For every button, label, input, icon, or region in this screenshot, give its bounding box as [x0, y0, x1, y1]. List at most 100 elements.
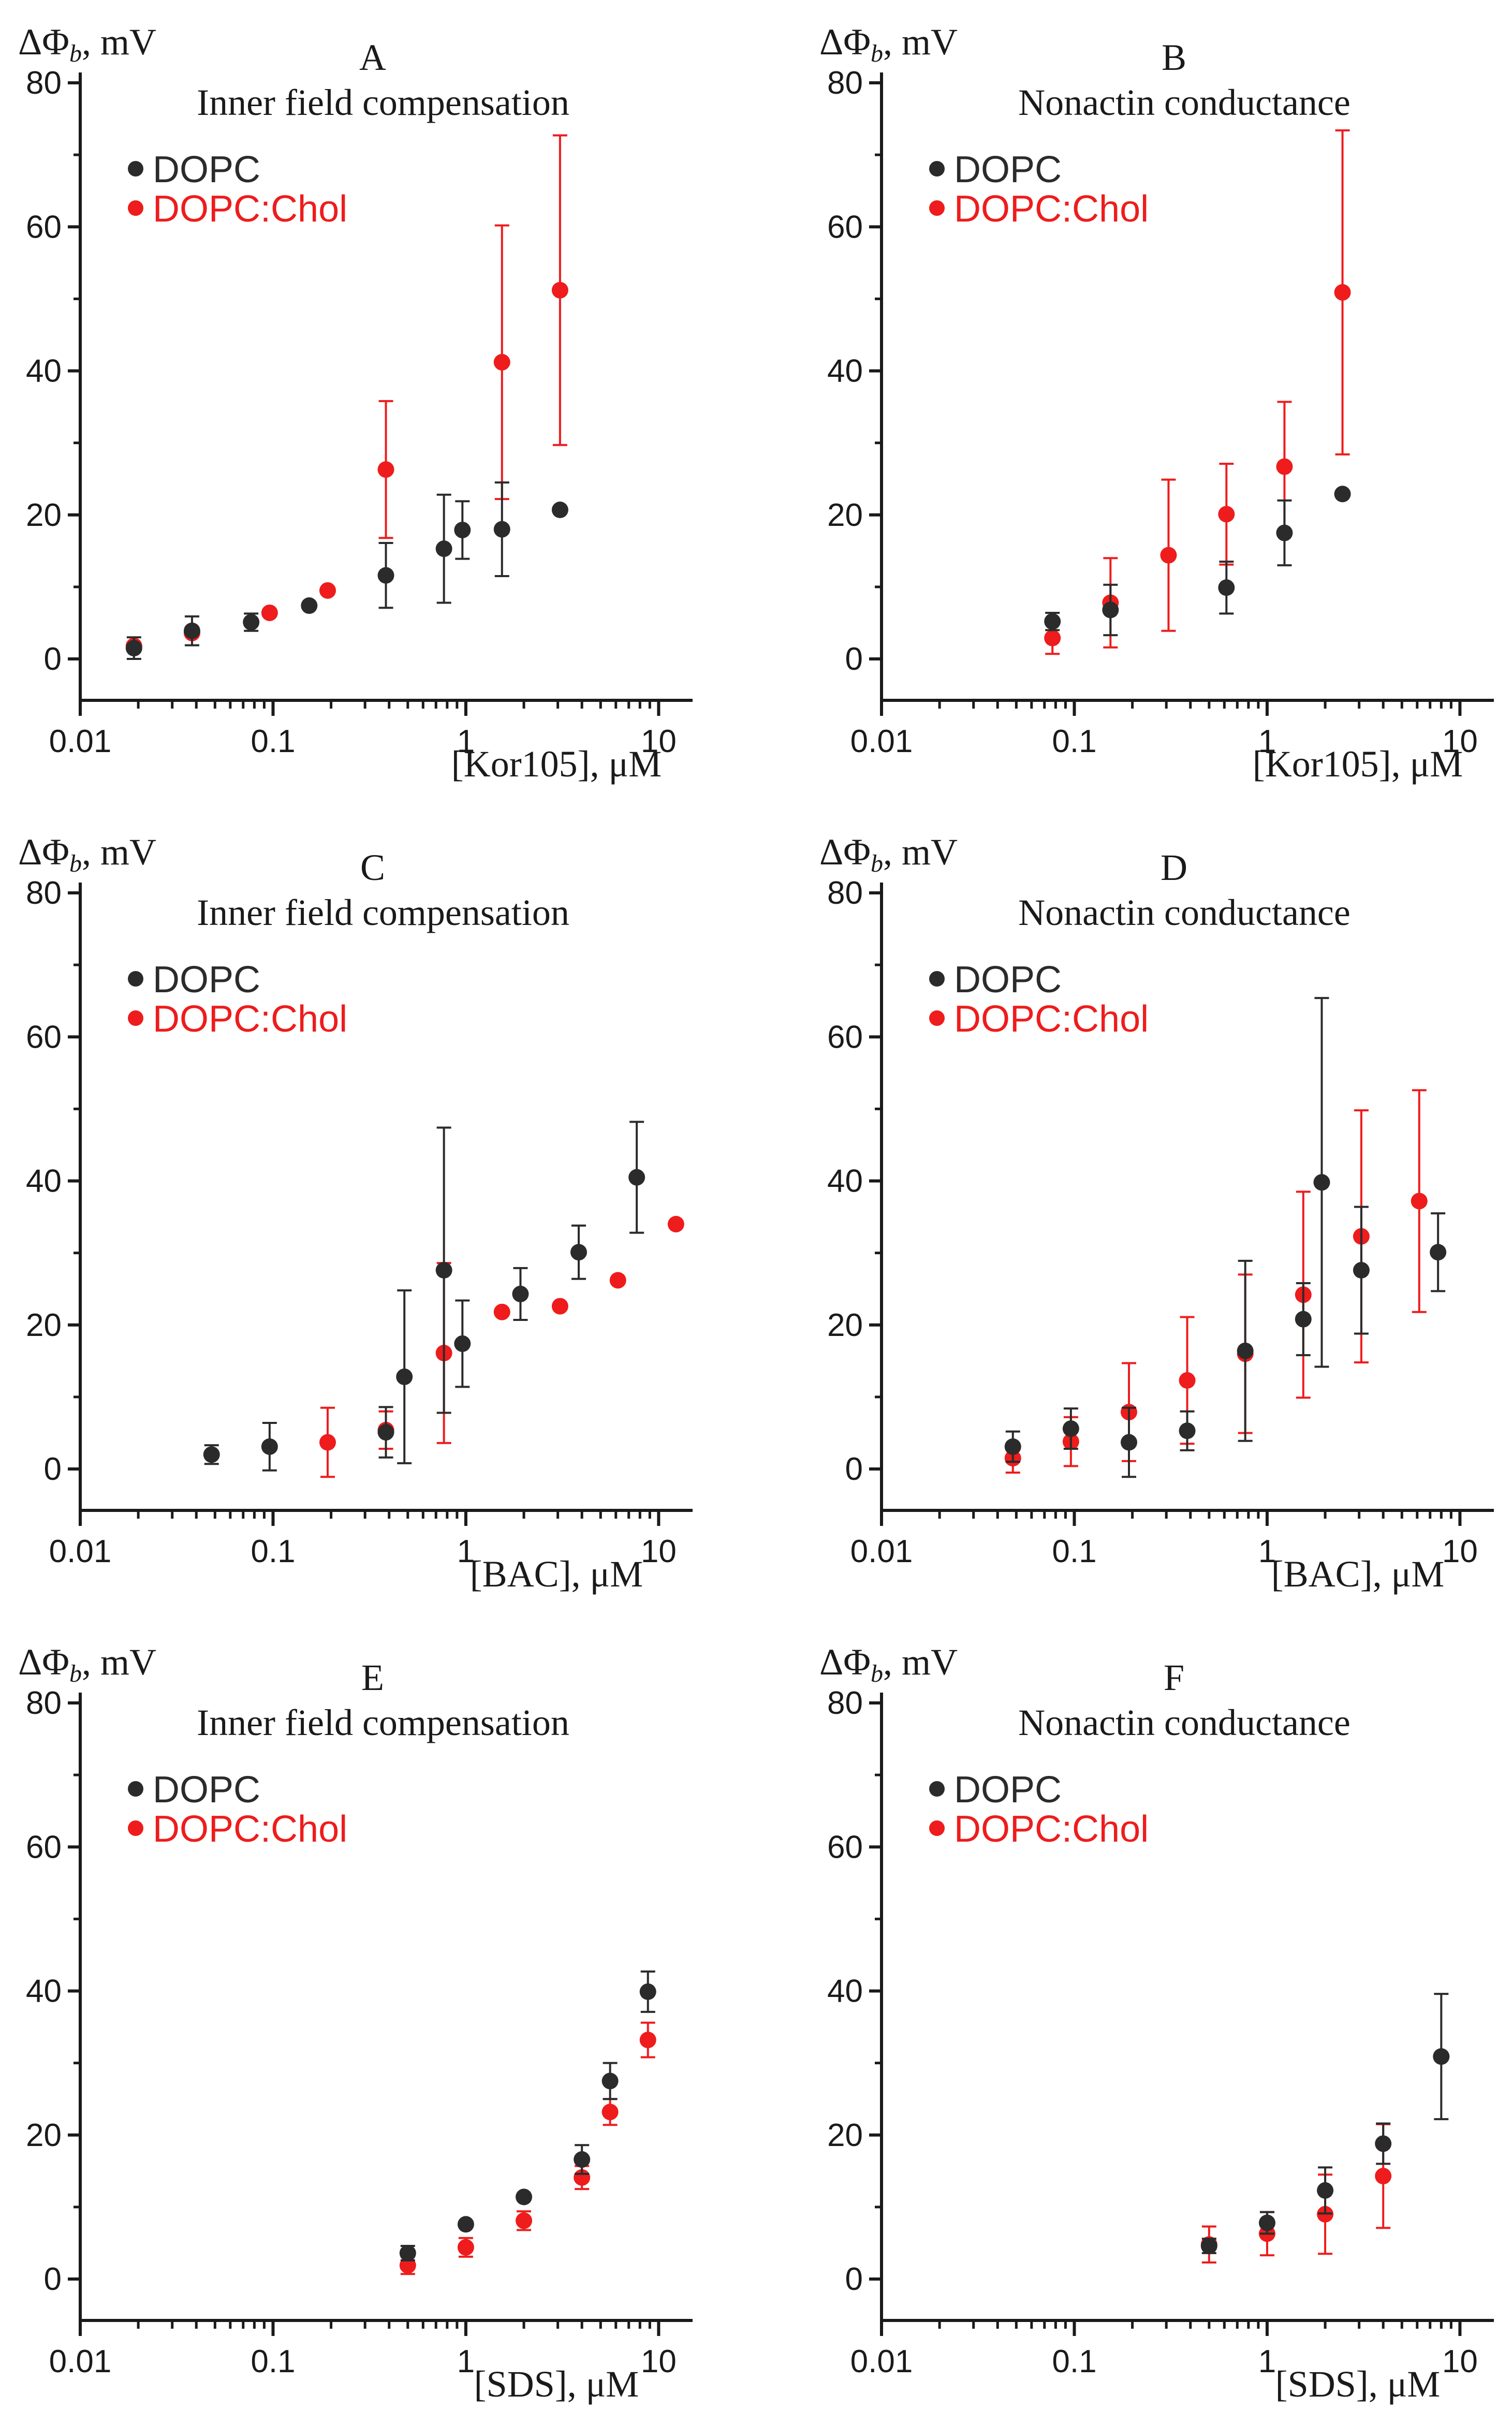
y-tick-label: 20	[26, 1307, 62, 1343]
series-dopc	[1044, 486, 1351, 637]
y-label-main: ΔΦ	[819, 831, 871, 873]
panel-letter: F	[1164, 1657, 1184, 1698]
data-point	[516, 2212, 533, 2229]
x-tick-label: 0.01	[49, 724, 112, 759]
data-point	[516, 2188, 533, 2206]
data-point	[203, 1446, 220, 1463]
data-point	[1004, 1438, 1021, 1455]
panel-title: Inner field compensation	[197, 82, 569, 123]
y-label-unit: , mV	[82, 1641, 156, 1683]
y-label-sub: b	[69, 1660, 82, 1687]
x-tick-label: 10	[1442, 724, 1478, 759]
legend-label: DOPC	[954, 1769, 1062, 1811]
data-point	[1044, 613, 1061, 630]
x-tick-label: 10	[641, 724, 677, 759]
x-tick-label: 1	[1258, 1534, 1276, 1569]
x-tick-label: 0.01	[850, 1534, 913, 1569]
data-point	[454, 1335, 471, 1352]
series-dopc-chol	[1200, 2048, 1450, 2264]
legend-label: DOPC	[153, 959, 260, 1001]
legend-label: DOPC	[153, 149, 260, 190]
y-tick-label: 20	[26, 497, 62, 533]
y-tick-label: 20	[827, 2118, 863, 2153]
panel-letter: E	[361, 1657, 384, 1698]
y-tick-label: 60	[26, 1829, 62, 1865]
data-point	[1313, 1174, 1330, 1191]
y-tick-label: 40	[26, 1164, 62, 1199]
y-label-sub: b	[871, 850, 883, 877]
y-tick-label: 60	[26, 209, 62, 245]
legend-label: DOPC	[954, 959, 1062, 1001]
y-label-sub: b	[69, 850, 82, 877]
data-point	[601, 2104, 619, 2121]
legend-marker	[929, 1010, 945, 1026]
y-tick-label: 0	[44, 2261, 62, 2297]
y-tick-label: 0	[845, 641, 863, 677]
series-dopc	[1200, 1993, 1450, 2255]
series-dopc	[203, 1121, 645, 1472]
data-point	[377, 1424, 394, 1441]
data-point	[1411, 1193, 1428, 1210]
legend-marker	[128, 1781, 143, 1797]
panel-letter: A	[359, 37, 386, 78]
legend-marker	[128, 971, 143, 987]
x-tick-label: 0.1	[251, 2344, 295, 2379]
data-point	[1295, 1311, 1312, 1328]
data-point	[1353, 1262, 1370, 1279]
y-tick-label: 80	[827, 65, 863, 101]
data-point	[628, 1169, 645, 1186]
data-point	[493, 354, 510, 371]
data-point	[1102, 601, 1119, 619]
y-axis-label: ΔΦb, mV	[819, 831, 958, 877]
y-tick-label: 40	[827, 354, 863, 389]
x-tick-label: 0.01	[850, 724, 913, 759]
data-point	[551, 502, 568, 519]
series-dopc-chol	[1004, 1089, 1428, 1474]
legend-marker	[929, 161, 945, 177]
data-point	[1433, 2048, 1450, 2065]
x-tick-label: 0.01	[49, 2344, 112, 2379]
data-point	[183, 622, 200, 639]
y-tick-label: 80	[26, 875, 62, 911]
data-point	[570, 1244, 588, 1261]
y-tick-label: 60	[827, 209, 863, 245]
y-label-main: ΔΦ	[18, 21, 69, 63]
y-label-main: ΔΦ	[819, 21, 871, 63]
x-axis-label: [SDS], μM	[1275, 2363, 1441, 2405]
data-point	[609, 1272, 626, 1289]
data-point	[396, 1368, 413, 1385]
data-point	[377, 567, 394, 584]
data-point	[377, 461, 394, 478]
data-point	[551, 282, 568, 299]
legend-marker	[128, 200, 143, 216]
data-point	[1375, 2168, 1392, 2185]
y-label-sub: b	[871, 1660, 883, 1687]
data-point	[457, 2216, 474, 2233]
x-axis-label: [SDS], μM	[474, 2363, 639, 2405]
y-axis-label: ΔΦb, mV	[819, 1641, 958, 1687]
y-label-main: ΔΦ	[819, 1641, 871, 1683]
y-label-main: ΔΦ	[18, 1641, 69, 1683]
data-point	[243, 614, 260, 631]
x-tick-label: 0.1	[251, 1534, 295, 1569]
y-label-unit: , mV	[883, 831, 958, 873]
data-point	[261, 1438, 278, 1455]
y-axis-label: ΔΦb, mV	[819, 21, 958, 67]
x-tick-label: 0.01	[49, 1534, 112, 1569]
x-tick-label: 10	[1442, 1534, 1478, 1569]
data-point	[435, 1262, 452, 1279]
data-point	[1317, 2182, 1334, 2199]
x-tick-label: 1	[457, 1534, 475, 1569]
legend-marker	[929, 1781, 945, 1797]
series-dopc	[399, 1970, 656, 2261]
legend-label: DOPC:Chol	[153, 998, 347, 1040]
x-axis-label: [Kor105], μM	[451, 743, 662, 785]
data-point	[1062, 1420, 1079, 1437]
data-point	[1120, 1434, 1137, 1451]
data-point	[1276, 458, 1293, 475]
series-dopc-chol	[399, 2021, 656, 2275]
data-point	[1334, 284, 1351, 301]
